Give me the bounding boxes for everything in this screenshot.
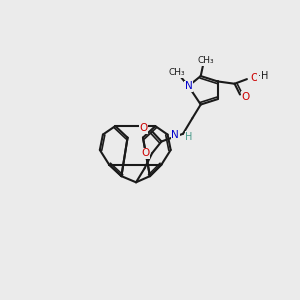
Text: ·H: ·H	[258, 71, 268, 81]
Text: H: H	[185, 132, 193, 142]
Text: N: N	[184, 81, 192, 91]
Text: CH₃: CH₃	[169, 68, 185, 77]
Text: O: O	[139, 123, 148, 134]
Text: N: N	[171, 130, 179, 140]
Text: CH₃: CH₃	[197, 56, 214, 65]
Text: O: O	[242, 92, 250, 102]
Text: O: O	[141, 148, 149, 158]
Text: O: O	[251, 73, 259, 82]
